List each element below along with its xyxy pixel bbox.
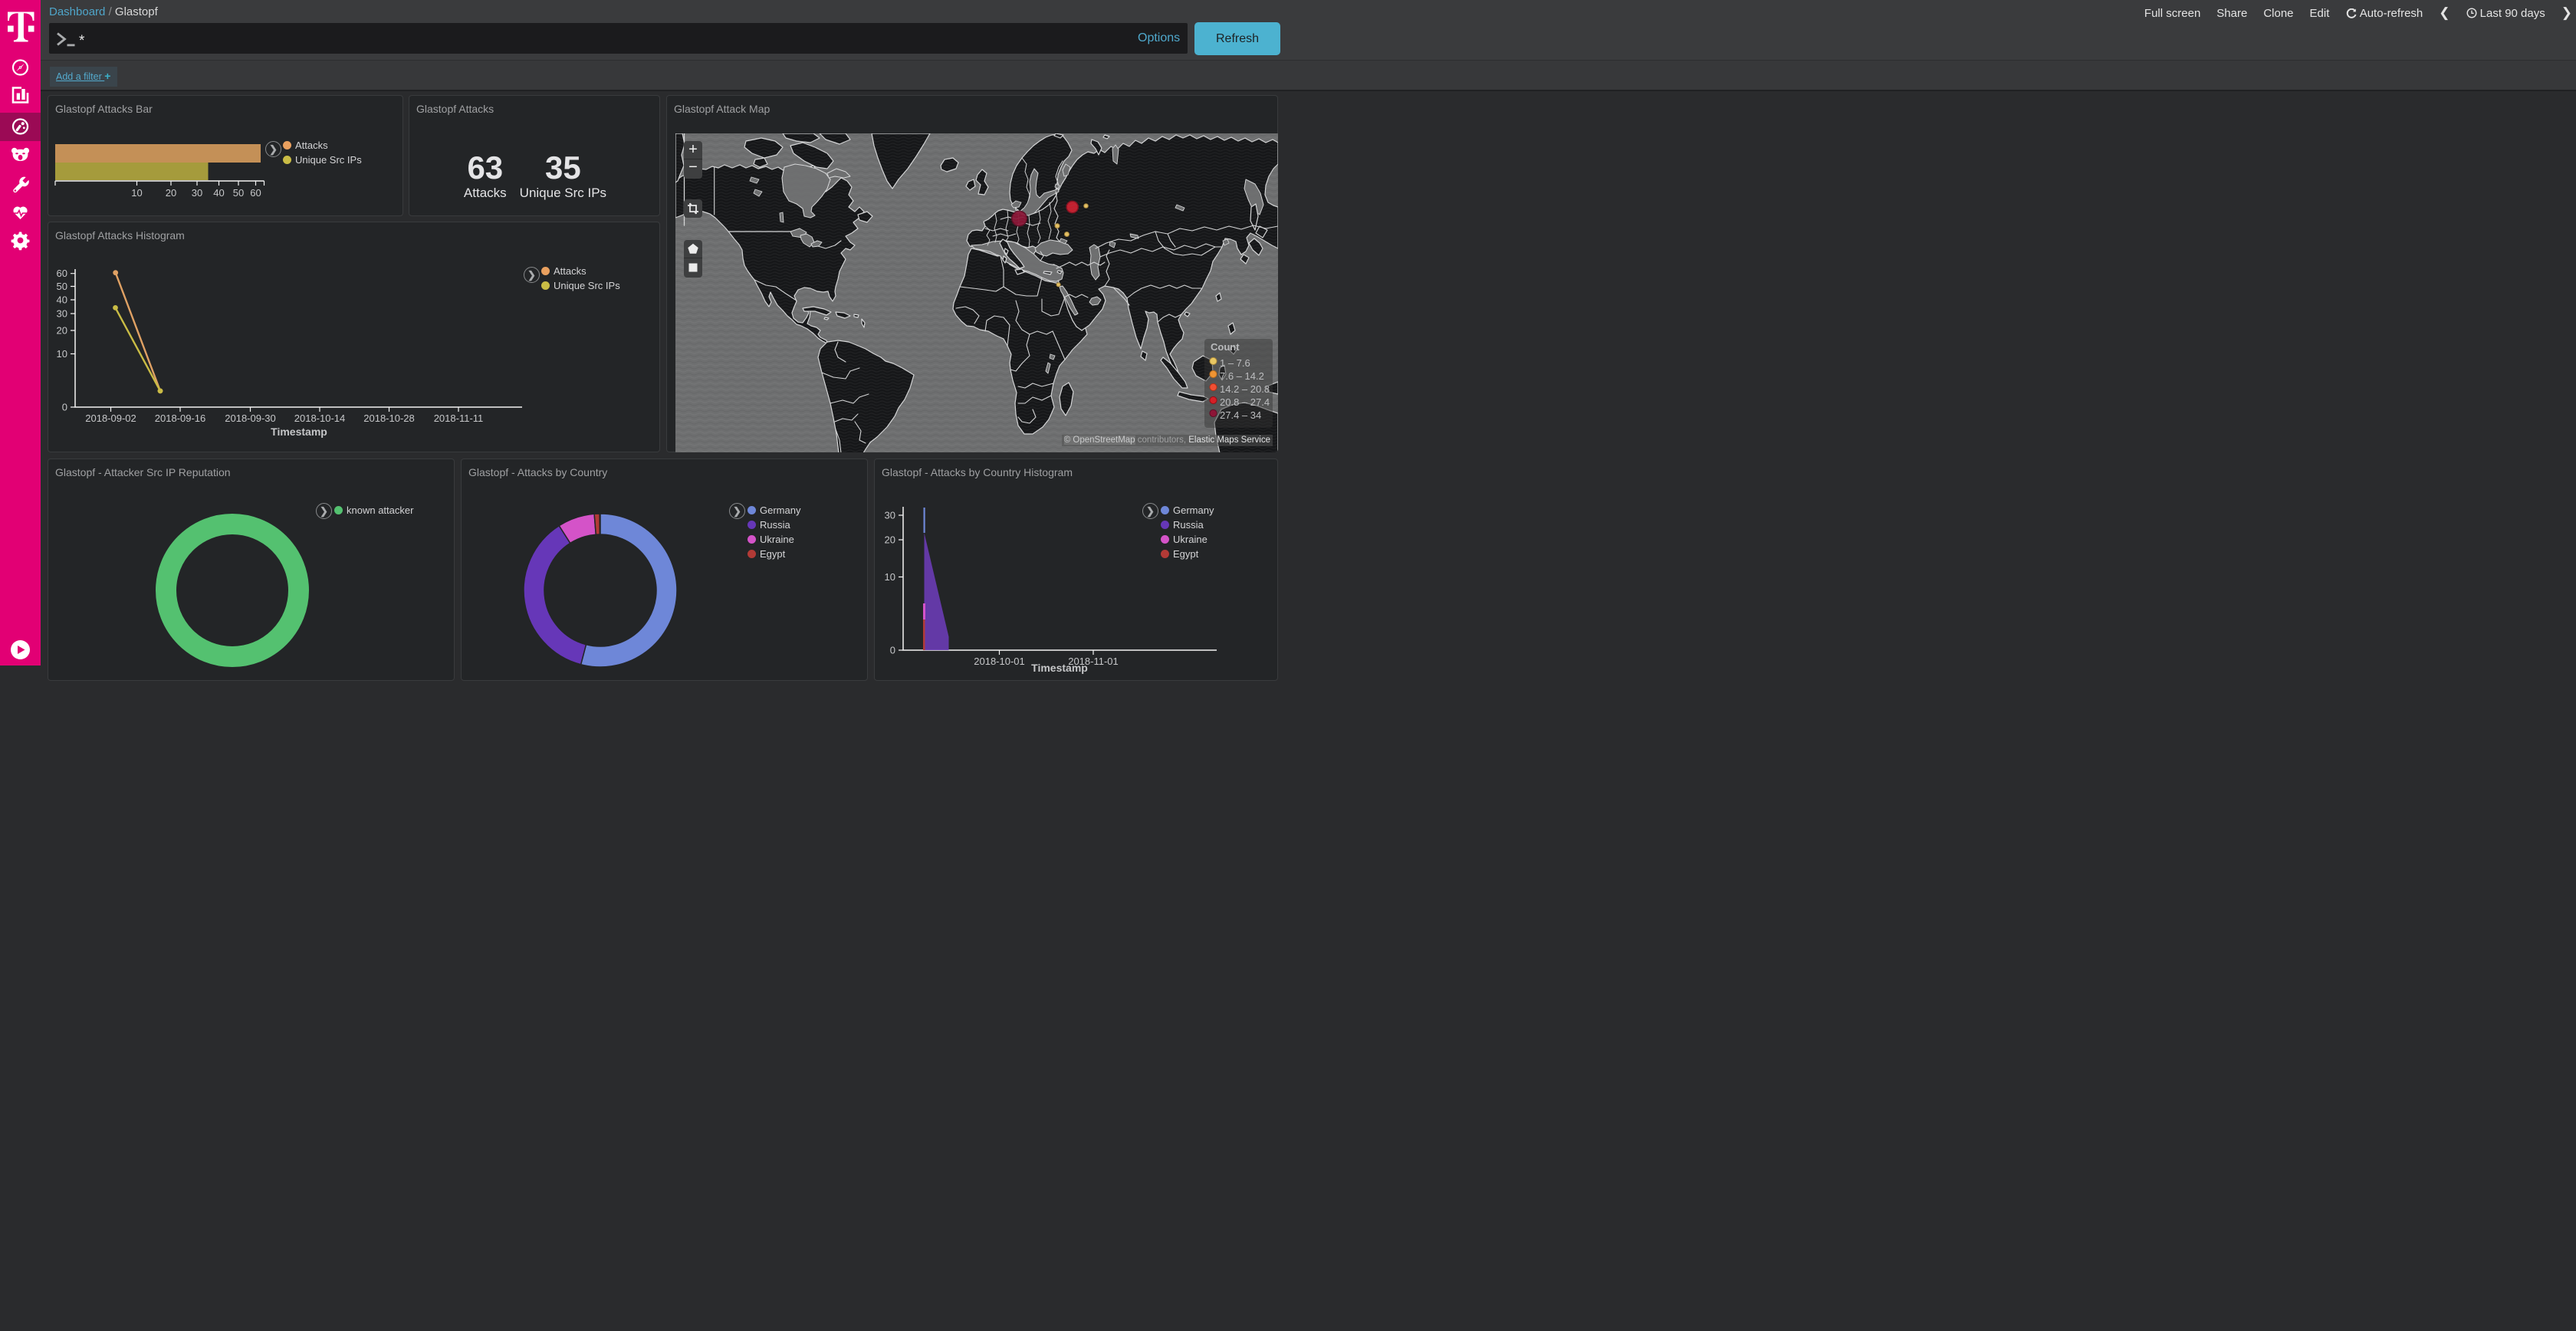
svg-text:60: 60 <box>57 268 67 279</box>
svg-text:Timestamp: Timestamp <box>271 426 327 438</box>
svg-text:0: 0 <box>62 402 67 413</box>
svg-text:20: 20 <box>166 187 176 199</box>
svg-text:50: 50 <box>233 187 244 199</box>
svg-text:10: 10 <box>885 571 895 583</box>
svg-text:0: 0 <box>890 645 895 656</box>
svg-text:2018-10-14: 2018-10-14 <box>294 412 346 424</box>
svg-text:2018-10-01: 2018-10-01 <box>974 656 1025 667</box>
svg-text:2018-09-16: 2018-09-16 <box>155 412 206 424</box>
svg-text:10: 10 <box>131 187 142 199</box>
svg-text:20: 20 <box>885 534 895 546</box>
svg-text:40: 40 <box>57 294 67 306</box>
svg-text:2018-09-30: 2018-09-30 <box>225 412 276 424</box>
svg-text:30: 30 <box>885 510 895 521</box>
svg-text:Timestamp: Timestamp <box>1031 662 1088 674</box>
svg-text:20: 20 <box>57 325 67 337</box>
svg-text:30: 30 <box>57 308 67 320</box>
svg-text:30: 30 <box>192 187 202 199</box>
svg-text:2018-09-02: 2018-09-02 <box>85 412 136 424</box>
svg-text:60: 60 <box>250 187 261 199</box>
svg-text:2018-11-01: 2018-11-01 <box>1068 656 1119 667</box>
svg-text:40: 40 <box>213 187 224 199</box>
svg-text:10: 10 <box>57 348 67 360</box>
svg-text:2018-10-28: 2018-10-28 <box>363 412 415 424</box>
svg-text:50: 50 <box>57 281 67 292</box>
svg-text:2018-11-11: 2018-11-11 <box>434 412 484 424</box>
